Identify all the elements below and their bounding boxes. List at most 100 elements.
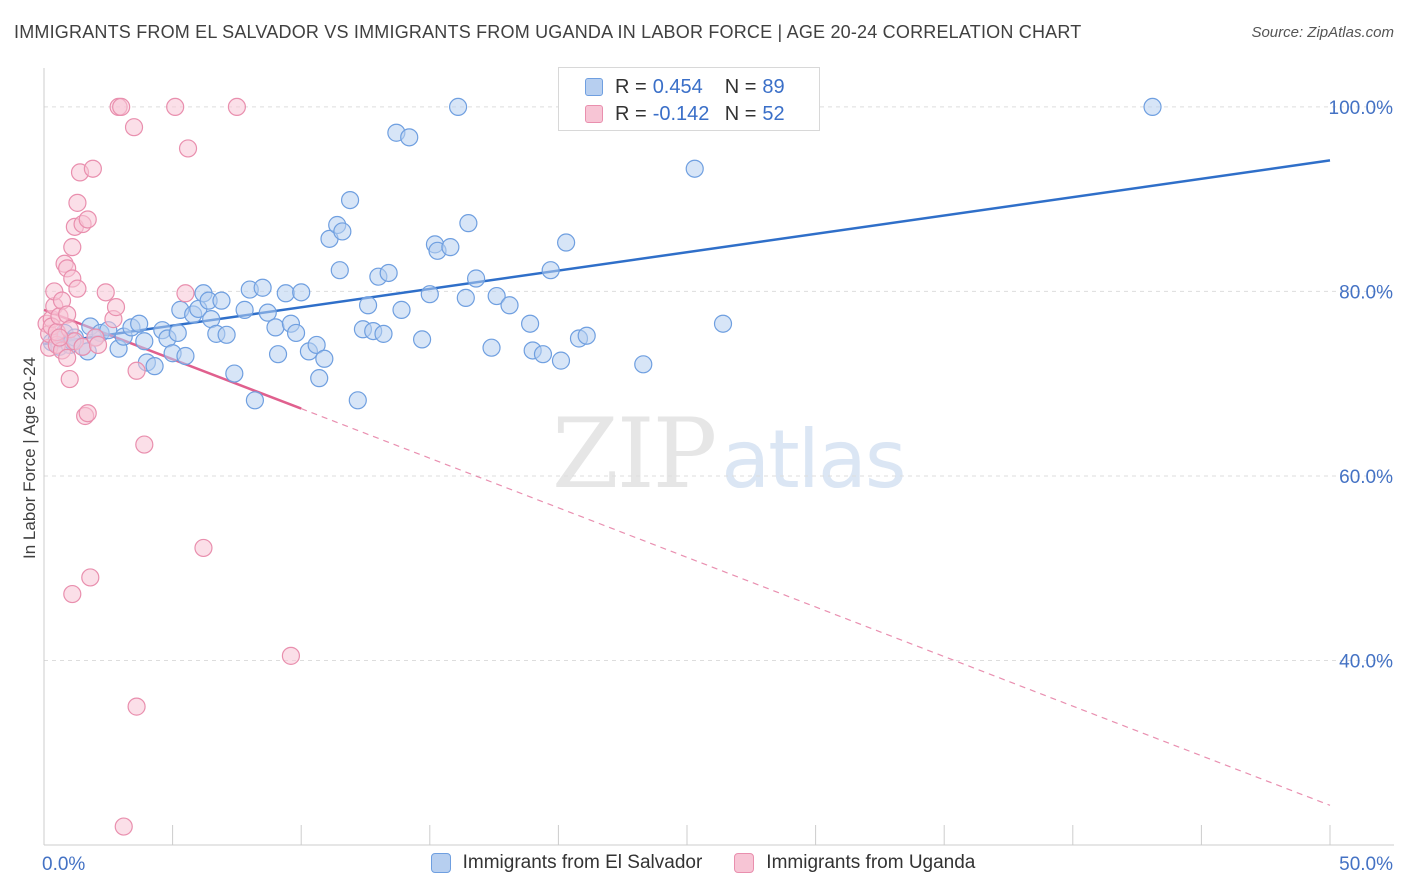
el-salvador-point [266, 318, 285, 337]
uganda-point [60, 369, 79, 389]
el-salvador-point [292, 283, 311, 302]
legend-n-label: N = [724, 75, 757, 98]
el-salvador-point [176, 346, 195, 366]
series-legend-el-salvador[interactable]: Immigrants from El Salvador [430, 852, 703, 874]
el-salvador-point [225, 364, 244, 383]
y-tick-label: 80.0% [1339, 282, 1393, 303]
el-salvador-point [307, 335, 326, 355]
data-points [37, 97, 1162, 836]
el-salvador-point [333, 222, 352, 241]
legend-row-el-salvador: R = 0.454 N = 89 [585, 74, 785, 100]
uganda-point [78, 210, 97, 229]
el-salvador-point [487, 286, 506, 306]
el-salvador-point [348, 391, 367, 410]
uganda-point [178, 139, 198, 158]
y-tick-label: 40.0% [1339, 651, 1393, 672]
uganda-point [88, 335, 108, 355]
uganda-point [127, 361, 146, 380]
series-legend-label: Immigrants from Uganda [766, 852, 976, 873]
y-tick-label: 60.0% [1339, 467, 1393, 488]
el-salvador-point [459, 214, 478, 233]
uganda-point [176, 284, 195, 303]
uganda-point [58, 305, 77, 324]
series-legend-uganda[interactable]: Immigrants from Uganda [734, 852, 975, 874]
trend-lines [43, 159, 1331, 806]
el-salvador-point [135, 332, 154, 351]
el-salvador-point [379, 263, 398, 283]
legend-row-uganda: R = -0.142 N = 52 [585, 101, 785, 127]
x-tick-label: 50.0% [1339, 854, 1393, 875]
series-legend-label: Immigrants from El Salvador [462, 852, 703, 873]
legend-r-value: 0.454 [652, 75, 703, 98]
el-salvador-point [340, 190, 360, 210]
uganda-point [124, 118, 144, 137]
legend-r-label: R = [615, 75, 647, 98]
uganda-point [96, 283, 115, 302]
chart-title: IMMIGRANTS FROM EL SALVADOR VS IMMIGRANT… [14, 22, 1082, 42]
uganda-point [106, 298, 126, 317]
uganda-point [78, 404, 97, 423]
watermark-zip: ZIP [552, 398, 717, 510]
uganda-point [83, 159, 102, 178]
el-salvador-point [557, 233, 576, 252]
uganda-point [135, 435, 154, 454]
zipatlas-watermark: ZIPatlas [552, 398, 907, 510]
el-salvador-point [130, 314, 149, 333]
el-salvador-point [235, 300, 254, 319]
legend-swatch-pink-icon [585, 105, 603, 123]
el-salvador-point [466, 269, 486, 288]
el-salvador-point [168, 323, 187, 343]
legend-swatch-blue-icon [585, 78, 603, 96]
grid-lines [44, 106, 1394, 661]
el-salvador-point [330, 261, 349, 280]
y-axis-label: In Labor Force | Age 20-24 [20, 357, 39, 559]
el-salvador-trend-line [43, 159, 1331, 346]
el-salvador-point [448, 97, 468, 117]
uganda-point [63, 584, 82, 604]
uganda-point [281, 646, 301, 665]
tick-labels: 100.0% 80.0% 60.0% 40.0% 0.0% 50.0% [42, 98, 1393, 875]
el-salvador-point [420, 285, 439, 304]
legend-n-label: N = [724, 102, 757, 125]
el-salvador-point [245, 391, 265, 410]
el-salvador-point [685, 159, 704, 178]
el-salvador-point [412, 330, 432, 349]
uganda-point [81, 568, 100, 587]
uganda-trend-extension [300, 408, 1331, 806]
el-salvador-point [713, 314, 733, 333]
uganda-point [114, 817, 133, 836]
el-salvador-point [577, 326, 596, 345]
x-tick-label: 0.0% [42, 854, 85, 875]
el-salvador-point [533, 345, 553, 364]
legend-r-value: -0.142 [652, 102, 710, 125]
axes [43, 68, 1394, 846]
el-salvador-point [217, 325, 236, 344]
el-salvador-point [310, 369, 329, 388]
source-label: Source: ZipAtlas.com [1251, 24, 1394, 41]
watermark-atlas: atlas [721, 413, 906, 506]
legend-n-value: 52 [762, 102, 785, 125]
el-salvador-point [374, 324, 393, 343]
el-salvador-point [1143, 97, 1162, 117]
el-salvador-point [521, 314, 540, 333]
uganda-point [50, 328, 69, 347]
el-salvador-point [634, 355, 653, 374]
el-salvador-point [400, 128, 419, 147]
el-salvador-point [551, 351, 571, 370]
el-salvador-point [456, 288, 475, 307]
el-salvador-point [268, 345, 288, 364]
uganda-point [166, 97, 185, 117]
el-salvador-point [258, 303, 277, 322]
el-salvador-point [145, 357, 164, 376]
el-salvador-point [392, 300, 411, 319]
uganda-point [227, 97, 246, 117]
el-salvador-point [276, 284, 295, 303]
series-swatch-blue-icon [430, 853, 451, 873]
series-legend: Immigrants from El Salvador Immigrants f… [0, 852, 1406, 874]
series-swatch-pink-icon [734, 853, 755, 873]
el-salvador-point [315, 349, 334, 368]
el-salvador-point [212, 291, 231, 310]
el-salvador-point [253, 278, 272, 297]
uganda-point [68, 279, 87, 298]
uganda-point [112, 97, 131, 117]
